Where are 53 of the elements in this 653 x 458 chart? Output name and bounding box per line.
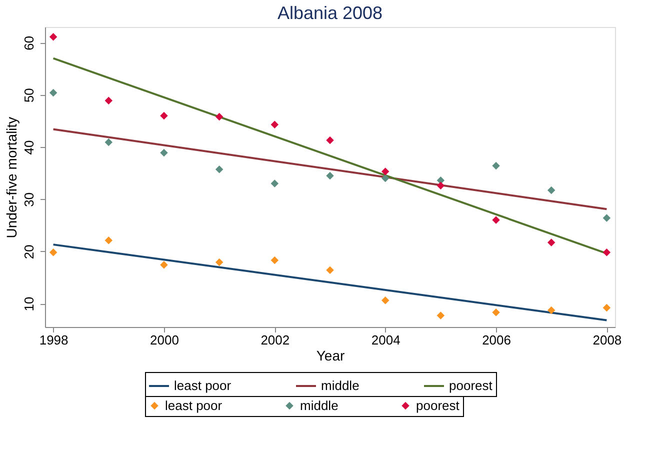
legend-label: poorest xyxy=(416,398,460,413)
point xyxy=(270,120,279,128)
point xyxy=(104,236,113,244)
point xyxy=(215,258,224,266)
point xyxy=(49,88,58,97)
point xyxy=(492,308,500,316)
x-tick-label: 2000 xyxy=(150,332,179,348)
point xyxy=(436,312,445,320)
point xyxy=(326,266,334,274)
x-axis-title: Year xyxy=(316,348,345,364)
point xyxy=(381,296,390,304)
point xyxy=(326,172,334,180)
legend-label: middle xyxy=(321,378,360,393)
point xyxy=(381,168,390,176)
point xyxy=(160,261,168,269)
point xyxy=(104,138,113,146)
point xyxy=(547,186,556,194)
point xyxy=(381,174,390,182)
point xyxy=(270,180,279,188)
x-tick-label: 2006 xyxy=(482,332,511,348)
x-tick-label: 2008 xyxy=(592,332,622,348)
legend-label: poorest xyxy=(449,378,493,393)
legend-label: least poor xyxy=(165,398,223,413)
point xyxy=(602,248,611,256)
point xyxy=(215,166,224,174)
point xyxy=(160,112,168,120)
y-tick-label: 30 xyxy=(22,192,36,207)
point xyxy=(602,304,611,312)
chart-title: Albania 2008 xyxy=(277,3,383,23)
y-tick-label: 50 xyxy=(22,88,36,103)
point xyxy=(270,256,279,264)
x-tick-label: 1998 xyxy=(39,332,68,348)
x-tick-label: 2004 xyxy=(371,332,400,348)
point xyxy=(547,306,556,314)
x-tick-label: 2002 xyxy=(260,332,290,348)
y-tick-label: 20 xyxy=(22,244,36,260)
point xyxy=(436,182,445,190)
legend-label: least poor xyxy=(174,378,232,393)
y-tick-label: 60 xyxy=(22,36,36,50)
point xyxy=(547,238,556,246)
point xyxy=(602,214,611,222)
point xyxy=(215,112,224,121)
point xyxy=(49,248,58,256)
y-axis-title: Under-five mortality xyxy=(4,116,20,238)
point xyxy=(160,148,168,157)
point xyxy=(492,216,500,224)
point xyxy=(104,96,113,104)
y-tick-label: 40 xyxy=(22,140,36,155)
y-tick-label: 10 xyxy=(22,296,36,312)
point xyxy=(326,136,334,144)
point xyxy=(492,162,500,170)
legend-label: middle xyxy=(300,398,338,413)
point xyxy=(49,33,58,41)
